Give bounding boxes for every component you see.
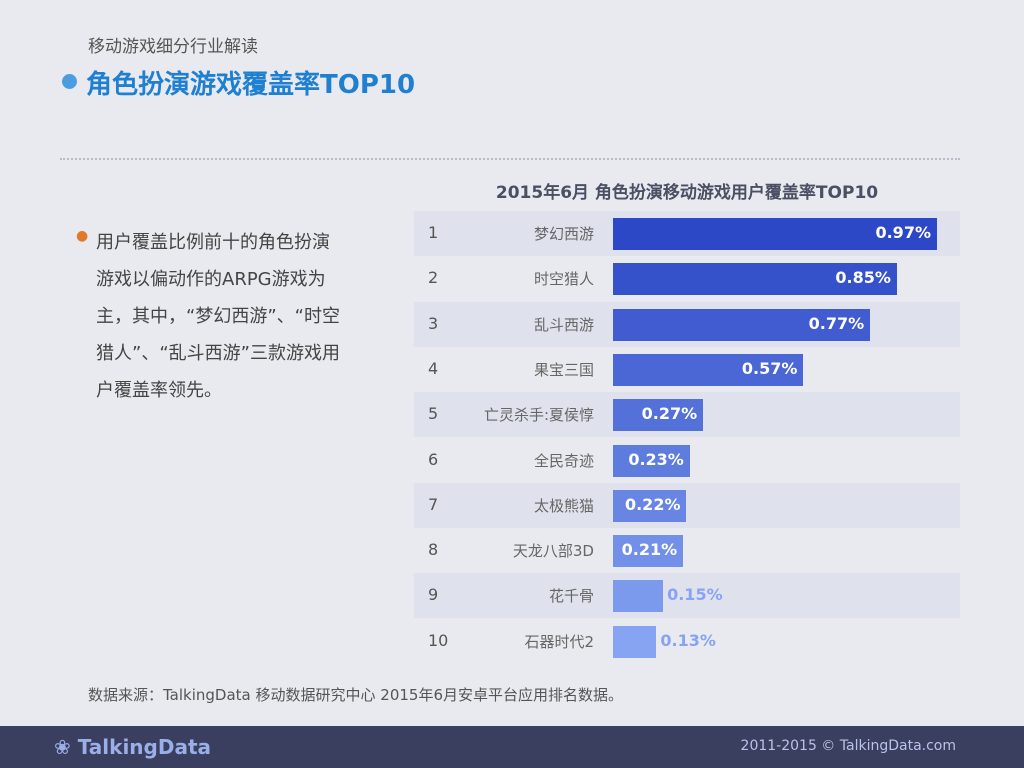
chart-row: 1 梦幻西游 0.97% (414, 211, 960, 256)
logo: ❀ TalkingData (54, 735, 211, 759)
data-label: 0.22% (624, 494, 681, 514)
chart-row: 7 太极熊猫 0.22% (414, 482, 960, 528)
data-label: 0.27% (641, 404, 698, 424)
category-label: 梦幻西游 (533, 225, 594, 243)
category-label: 果宝三国 (533, 360, 594, 379)
bar (613, 580, 664, 613)
chart-row: 10 石器时代2 0.13% (414, 619, 960, 664)
category-label: 时空猎人 (533, 270, 594, 289)
bar (613, 489, 687, 522)
section-subtitle: 移动游戏细分行业解读 (88, 37, 258, 57)
description: 用户覆盖比例前十的角色扮演游戏以偏动作的ARPG游戏为主，其中，“梦幻西游”、“… (96, 232, 340, 401)
data-label: 0.15% (667, 585, 723, 605)
bar (613, 444, 690, 477)
data-label: 0.13% (660, 630, 716, 650)
chart-row: 3 乱斗西游 0.77% (414, 301, 960, 347)
chart-row: 8 天龙八部3D 0.21% (414, 528, 960, 573)
chart-row: 2 时空猎人 0.85% (414, 256, 960, 301)
chart-title: 2015年6月 角色扮演移动游戏用户覆盖率TOP10 (495, 183, 879, 203)
data-label: 0.85% (835, 268, 891, 288)
rank-label: 1 (428, 223, 439, 242)
rank-label: 5 (428, 404, 439, 424)
bar (613, 625, 657, 658)
data-label: 0.23% (628, 449, 684, 469)
chart-row: 9 花千骨 0.15% (414, 573, 960, 619)
rank-label: 8 (428, 540, 439, 560)
category-label: 石器时代2 (524, 632, 594, 651)
copyright: 2011-2015 © TalkingData.com (740, 738, 956, 754)
category-label: 天龙八部3D (512, 542, 594, 561)
rank-label: 7 (428, 494, 439, 514)
data-source: 数据来源：TalkingData 移动数据研究中心 2015年6月安卓平台应用排… (88, 686, 623, 704)
bar (613, 535, 684, 568)
category-label: 亡灵杀手:夏侯惇 (483, 406, 594, 425)
category-label: 太极熊猫 (533, 496, 594, 515)
rank-label: 4 (428, 358, 439, 378)
bullet-icon: ● (76, 228, 89, 244)
rank-label: 6 (428, 449, 439, 469)
bar (613, 263, 897, 296)
rank-label: 3 (428, 313, 439, 333)
logo-text: TalkingData (77, 735, 212, 759)
bar (613, 308, 871, 341)
category-label: 花千骨 (548, 587, 594, 606)
divider (60, 158, 960, 160)
rank-label: 10 (428, 630, 449, 650)
logo-icon: ❀ (54, 735, 71, 759)
rank-label: 9 (428, 585, 439, 605)
category-label: 乱斗西游 (533, 315, 594, 334)
chart-row: 4 果宝三国 0.57% (414, 347, 960, 392)
bar (613, 218, 937, 250)
bar (613, 353, 804, 386)
rank-label: 2 (428, 268, 439, 288)
data-label: 0.97% (875, 223, 931, 242)
footer-bar (0, 726, 1024, 768)
page-title: 角色扮演游戏覆盖率TOP10 (86, 70, 416, 100)
chart-row: 6 全民奇迹 0.23% (414, 438, 960, 483)
title-bullet-icon (62, 74, 77, 89)
category-label: 全民奇迹 (533, 451, 594, 470)
data-label: 0.21% (621, 540, 678, 560)
bar (613, 399, 704, 432)
chart-row: 5 亡灵杀手:夏侯惇 0.27% (414, 392, 960, 438)
data-label: 0.57% (741, 358, 798, 378)
data-label: 0.77% (808, 313, 865, 333)
